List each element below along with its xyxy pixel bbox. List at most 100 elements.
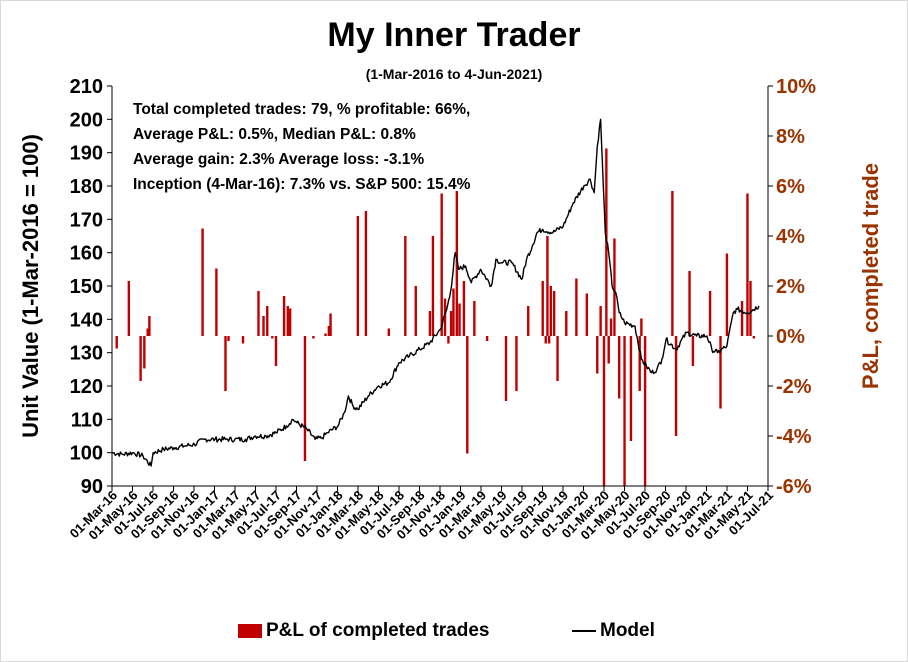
- pl-bar: [691, 336, 695, 366]
- legend-item-line: Model: [572, 620, 655, 642]
- left-tick-label: 110: [71, 409, 103, 431]
- pl-bar: [215, 268, 218, 336]
- pl-bar: [266, 306, 269, 336]
- pl-bar: [414, 286, 417, 336]
- pl-bar: [282, 296, 286, 336]
- pl-bar: [719, 336, 722, 409]
- legend-swatch-line: [572, 630, 596, 632]
- left-tick-label: 120: [70, 376, 103, 398]
- right-tick-label: 4%: [776, 226, 805, 248]
- right-tick-label: 10%: [776, 76, 816, 98]
- pl-bar: [565, 311, 568, 336]
- pl-bar: [607, 336, 610, 364]
- pl-bar: [288, 308, 292, 336]
- right-tick-label: 2%: [776, 276, 805, 298]
- pl-bar: [387, 328, 391, 336]
- pl-bar: [746, 193, 749, 336]
- pl-bar: [139, 336, 142, 381]
- pl-bar: [752, 336, 756, 339]
- pl-bar: [504, 336, 508, 401]
- pl-bar: [329, 313, 332, 336]
- pl-bar: [602, 336, 606, 486]
- pl-bar: [544, 336, 547, 344]
- pl-bar: [725, 253, 729, 336]
- right-tick-label: 0%: [776, 326, 805, 348]
- pl-bar: [428, 311, 432, 336]
- pl-bar: [599, 306, 602, 336]
- pl-bar: [623, 336, 626, 486]
- pl-bar: [617, 336, 621, 399]
- pl-bar: [303, 336, 307, 461]
- left-tick-label: 210: [70, 76, 103, 98]
- pl-bar: [286, 306, 289, 336]
- right-axis-title: P&L, completed trade: [858, 163, 883, 389]
- pl-bar: [708, 291, 712, 336]
- model-line: [111, 118, 760, 467]
- pl-bar: [674, 336, 678, 436]
- chart-subtitle: (1-Mar-2016 to 4-Jun-2021): [365, 66, 543, 82]
- pl-bar: [227, 336, 230, 341]
- pl-bar: [115, 336, 118, 349]
- pl-bar: [324, 333, 327, 336]
- pl-bar: [257, 291, 260, 336]
- pl-bar: [640, 318, 643, 336]
- pl-bar: [241, 336, 245, 344]
- pl-bar: [556, 336, 559, 381]
- pl-bar: [356, 216, 360, 336]
- pl-bar: [274, 336, 278, 366]
- right-tick-label: 6%: [776, 176, 805, 198]
- chart-title: My Inner Trader: [327, 16, 581, 54]
- pl-bar: [643, 336, 647, 486]
- pl-bar: [613, 238, 616, 336]
- left-tick-label: 180: [70, 176, 103, 198]
- pl-bar: [458, 303, 461, 336]
- pl-bar: [473, 301, 476, 336]
- pl-bar: [638, 336, 641, 391]
- left-axis-title: Unit Value (1-Mar-2016 = 100): [18, 134, 43, 438]
- pl-bar: [404, 236, 407, 336]
- pl-bar: [262, 316, 265, 336]
- pl-bar: [449, 311, 453, 336]
- right-tick-label: -4%: [776, 426, 812, 448]
- pl-bar: [143, 336, 146, 369]
- pl-bar: [201, 228, 204, 336]
- pl-bar: [740, 301, 744, 336]
- pl-bar: [146, 328, 149, 336]
- pl-bar: [224, 336, 227, 391]
- pl-bar: [327, 326, 331, 336]
- pl-bar: [440, 193, 443, 336]
- annotation-average-pl: Average P&L: 0.5%, Median P&L: 0.8%: [133, 126, 416, 143]
- left-tick-label: 170: [70, 209, 103, 231]
- left-tick-label: 90: [81, 476, 103, 498]
- legend-item-bars: P&L of completed trades: [238, 620, 489, 642]
- annotation-inception: Inception (4-Mar-16): 7.3% vs. S&P 500: …: [133, 176, 471, 193]
- left-tick-label: 130: [70, 343, 103, 365]
- pl-bar: [312, 336, 315, 339]
- pl-bar: [575, 278, 578, 336]
- pl-bar: [671, 191, 674, 336]
- pl-bar: [527, 306, 530, 336]
- pl-bar: [462, 281, 466, 336]
- annotation-trades: Total completed trades: 79, % profitable…: [133, 101, 471, 118]
- pl-bar: [585, 293, 589, 336]
- pl-bar: [541, 281, 544, 336]
- pl-bar: [431, 236, 435, 336]
- legend-label-line: Model: [600, 620, 655, 641]
- right-tick-label: -6%: [776, 476, 812, 498]
- pl-bar: [596, 336, 599, 374]
- pl-bar: [609, 318, 613, 336]
- pl-bar: [364, 211, 368, 336]
- left-tick-label: 190: [70, 143, 103, 165]
- pl-bar: [447, 336, 450, 344]
- pl-bar: [148, 316, 151, 336]
- pl-bar: [546, 236, 549, 336]
- left-tick-label: 200: [70, 109, 103, 131]
- legend-swatch-bars: [238, 624, 262, 638]
- pl-bar: [749, 281, 752, 336]
- legend-label-bars: P&L of completed trades: [266, 620, 490, 641]
- pl-bar: [515, 336, 518, 391]
- pl-bar: [629, 336, 633, 441]
- pl-bar: [127, 281, 131, 336]
- pl-bar: [455, 191, 459, 336]
